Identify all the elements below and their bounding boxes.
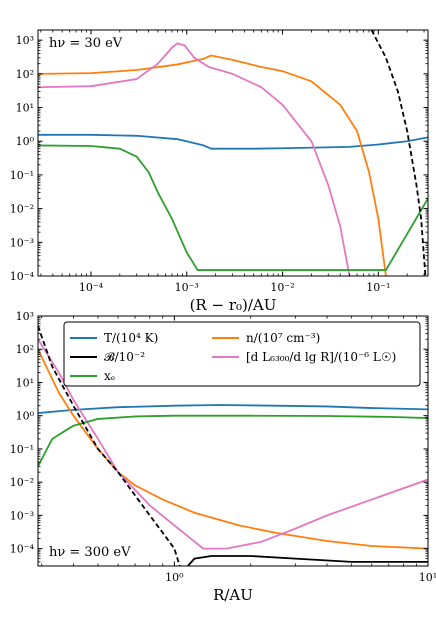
series-L-line <box>38 338 428 550</box>
y-tick-label: 10⁻² <box>10 203 34 216</box>
y-tick-label: 10¹ <box>16 102 34 115</box>
series-B2-line <box>187 555 428 566</box>
y-tick-label: 10³ <box>16 310 34 323</box>
series-n-line <box>38 54 387 276</box>
plot-frame <box>37 315 429 567</box>
y-tick-label: 10⁻³ <box>10 236 34 249</box>
y-tick-label: 10⁻⁴ <box>10 270 35 283</box>
x-tick-label: 10⁻³ <box>175 281 199 294</box>
y-tick-label: 10⁰ <box>16 135 35 148</box>
x-axis-label: (R − r₀)/AU <box>190 296 277 314</box>
x-tick-label: 10⁰ <box>165 571 184 584</box>
series-T-line <box>38 133 428 150</box>
x-tick-label: 10⁻¹ <box>366 281 390 294</box>
series-n-line <box>38 348 428 550</box>
legend-label-L: [d L₆₃₀₀/d lg R]/(10⁻⁶ L☉) <box>246 350 396 364</box>
series-B-line <box>370 30 427 276</box>
legend-box <box>63 321 421 387</box>
series-B-line <box>38 325 181 566</box>
y-tick-label: 10³ <box>16 34 34 47</box>
top-panel: 10⁻⁴ 10⁻³ 10⁻² 10⁻¹ 10⁻⁴ 10⁻³ 10⁻² 10⁻¹ 10⁰ 10¹ 10… <box>10 29 429 314</box>
series-xe-line <box>38 414 428 467</box>
bottom-panel: 10⁰ 10¹ 10⁻⁴ 10⁻³ 10⁻² 10⁻¹ 10⁰ 10¹ 10² 10³ R/AU hν… <box>10 310 436 604</box>
y-tick-label: 10² <box>16 343 34 356</box>
x-tick-label: 10⁻⁴ <box>79 281 104 294</box>
y-tick-label: 10⁻² <box>10 476 34 489</box>
energy-annotation: hν = 30 eV <box>49 36 123 51</box>
legend-label-T: T/(10⁴ K) <box>104 331 158 345</box>
y-tick-label: 10⁰ <box>16 410 35 423</box>
legend: T/(10⁴ K) n/(10⁷ cm⁻³) 𝓑/10⁻² [d L₆₃₀₀/d lg… <box>63 321 421 387</box>
plot-frame <box>37 29 429 277</box>
y-tick-label: 10⁻¹ <box>10 169 34 182</box>
legend-label-xe: xₑ <box>104 369 116 383</box>
legend-label-B: 𝓑/10⁻² <box>104 350 145 364</box>
legend-label-n: n/(10⁷ cm⁻³) <box>246 331 320 345</box>
series-T-line <box>38 404 428 414</box>
series-xe-line <box>38 144 428 271</box>
y-tick-label: 10⁻¹ <box>10 443 34 456</box>
x-tick-label: 10¹ <box>419 571 436 584</box>
y-tick-label: 10¹ <box>16 376 34 389</box>
x-axis-label: R/AU <box>213 586 253 604</box>
y-tick-label: 10⁻³ <box>10 509 34 522</box>
series-L-line <box>38 42 351 276</box>
y-tick-label: 10⁻⁴ <box>10 543 35 556</box>
energy-annotation: hν = 300 eV <box>49 545 131 560</box>
x-tick-label: 10⁻² <box>270 281 294 294</box>
y-tick-label: 10² <box>16 68 34 81</box>
